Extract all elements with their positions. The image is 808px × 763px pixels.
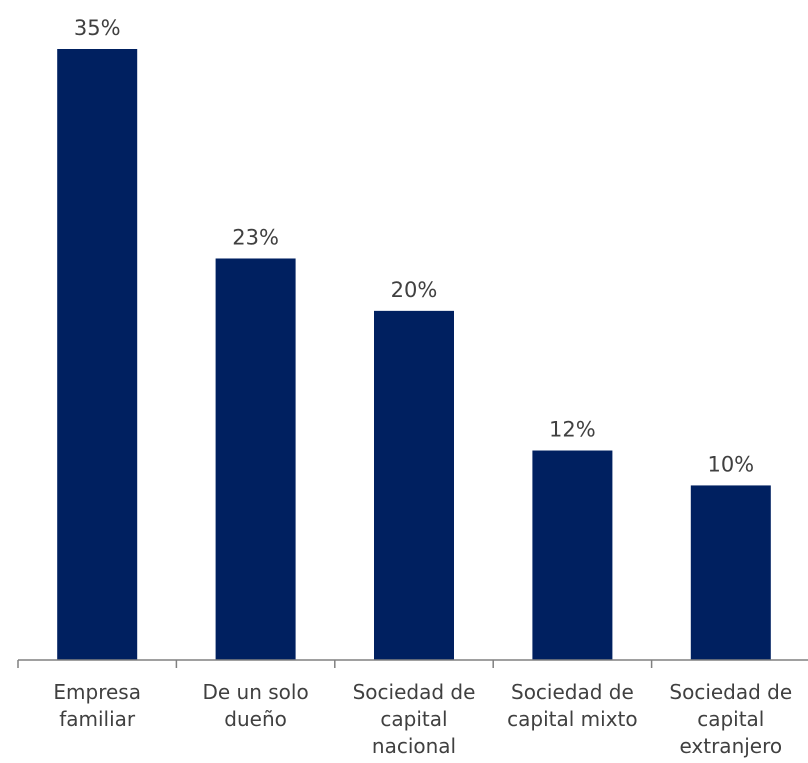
category-label-0: Empresa familiar [53,680,141,731]
value-label-0: 35% [74,16,121,40]
category-labels-group: Empresa familiar De un solo dueño Sociedad d… [53,680,792,758]
bar-0 [57,49,138,660]
category-label-3: Sociedad de capital mixto [507,680,637,731]
category-label-2: Sociedad de capital nacional [353,680,476,758]
bars-group [57,49,771,660]
bar-4 [690,485,771,660]
value-label-2: 20% [391,278,438,302]
value-label-1: 23% [232,225,279,249]
value-label-4: 10% [707,452,754,476]
x-axis [17,659,808,668]
category-label-4: Sociedad de capital extranjero [669,680,792,758]
bar-1 [215,258,296,660]
value-labels-group: 35% 23% 20% 12% 10% [74,16,754,476]
category-label-1: De un solo dueño [202,680,308,731]
bar-3 [532,450,613,660]
value-label-3: 12% [549,418,596,442]
bar-2 [374,310,454,660]
